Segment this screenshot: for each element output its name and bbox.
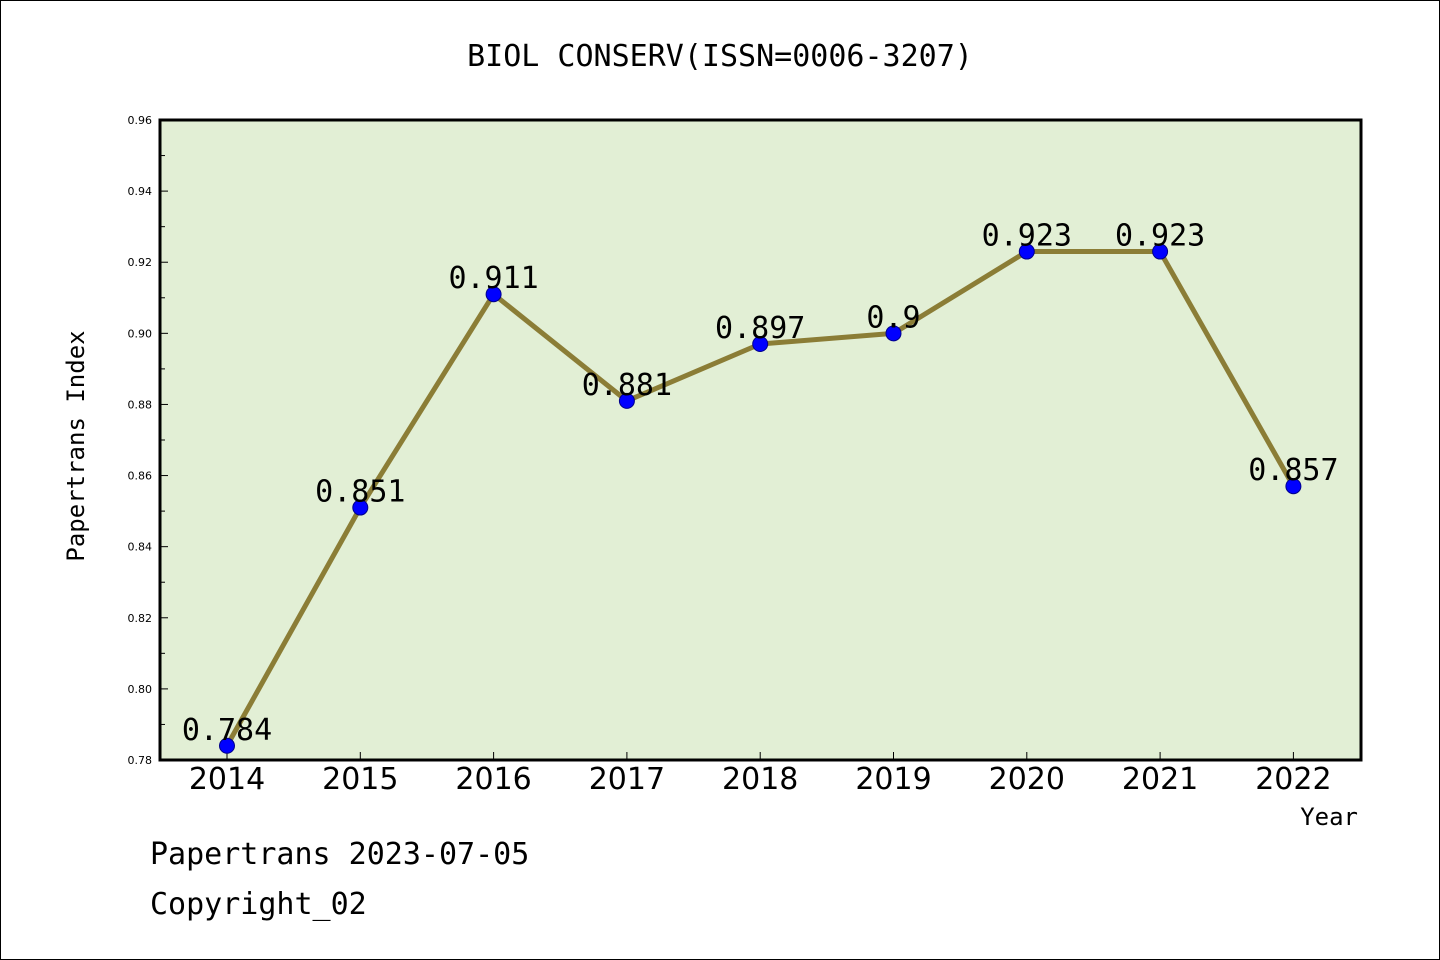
x-axis: 2014 2015 2016 2017 2018 2019 2020 2021 2022 <box>189 752 1332 797</box>
data-label: 0.923 <box>982 219 1072 254</box>
chart-title: BIOL CONSERV(ISSN=0006-3207) <box>467 39 973 74</box>
x-tick-label: 2021 <box>1122 762 1198 797</box>
plot-area <box>158 118 1363 762</box>
y-tick-label: 0.88 <box>128 398 153 411</box>
y-tick-label: 0.82 <box>128 612 153 625</box>
data-point <box>219 737 235 754</box>
x-tick-label: 2018 <box>722 762 798 797</box>
data-label: 0.923 <box>1115 219 1205 254</box>
y-tick-label: 0.86 <box>128 470 153 483</box>
y-tick-label: 0.92 <box>128 256 153 269</box>
data-point <box>1018 243 1035 260</box>
x-tick-label: 2016 <box>455 762 531 797</box>
series-line-group <box>219 243 1302 754</box>
data-label: 0.9 <box>866 300 920 335</box>
x-axis-label: Year <box>1300 803 1358 831</box>
footer-copyright: Copyright_02 <box>150 887 367 922</box>
x-tick-label: 2019 <box>855 762 931 797</box>
x-tick-label: 2020 <box>989 762 1065 797</box>
data-point <box>1152 243 1169 260</box>
footer-date: Papertrans 2023-07-05 <box>150 837 529 872</box>
y-tick-label: 0.80 <box>128 683 153 696</box>
y-tick-label: 0.84 <box>128 541 153 554</box>
data-point <box>618 392 635 409</box>
data-point <box>1285 478 1302 495</box>
y-tick-label: 0.90 <box>128 327 153 340</box>
x-tick-label: 2015 <box>322 762 398 797</box>
data-label: 0.881 <box>582 368 672 403</box>
data-point <box>352 499 369 516</box>
y-tick-label: 0.78 <box>128 754 153 767</box>
y-tick-label: 0.94 <box>128 185 153 198</box>
data-label: 0.857 <box>1248 453 1338 488</box>
data-label: 0.911 <box>448 261 538 296</box>
y-axis-label: Papertrans Index <box>62 330 90 561</box>
data-label: 0.851 <box>315 475 405 510</box>
data-point <box>752 336 769 352</box>
x-tick-label: 2017 <box>589 762 665 797</box>
data-point <box>885 325 902 342</box>
data-point <box>485 286 502 303</box>
x-tick-label: 2014 <box>189 762 265 797</box>
data-label: 0.784 <box>182 713 272 748</box>
y-tick-label: 0.96 <box>128 114 153 127</box>
y-axis: 0.78 0.80 0.82 0.84 0.86 0.88 0.90 0.92 0.94 0.96 <box>128 114 168 767</box>
x-tick-label: 2022 <box>1255 762 1331 797</box>
data-label: 0.897 <box>715 311 805 346</box>
data-label-group: 0.784 0.851 0.911 0.881 0.897 0.9 0.923 0.923 0.… <box>182 219 1339 748</box>
